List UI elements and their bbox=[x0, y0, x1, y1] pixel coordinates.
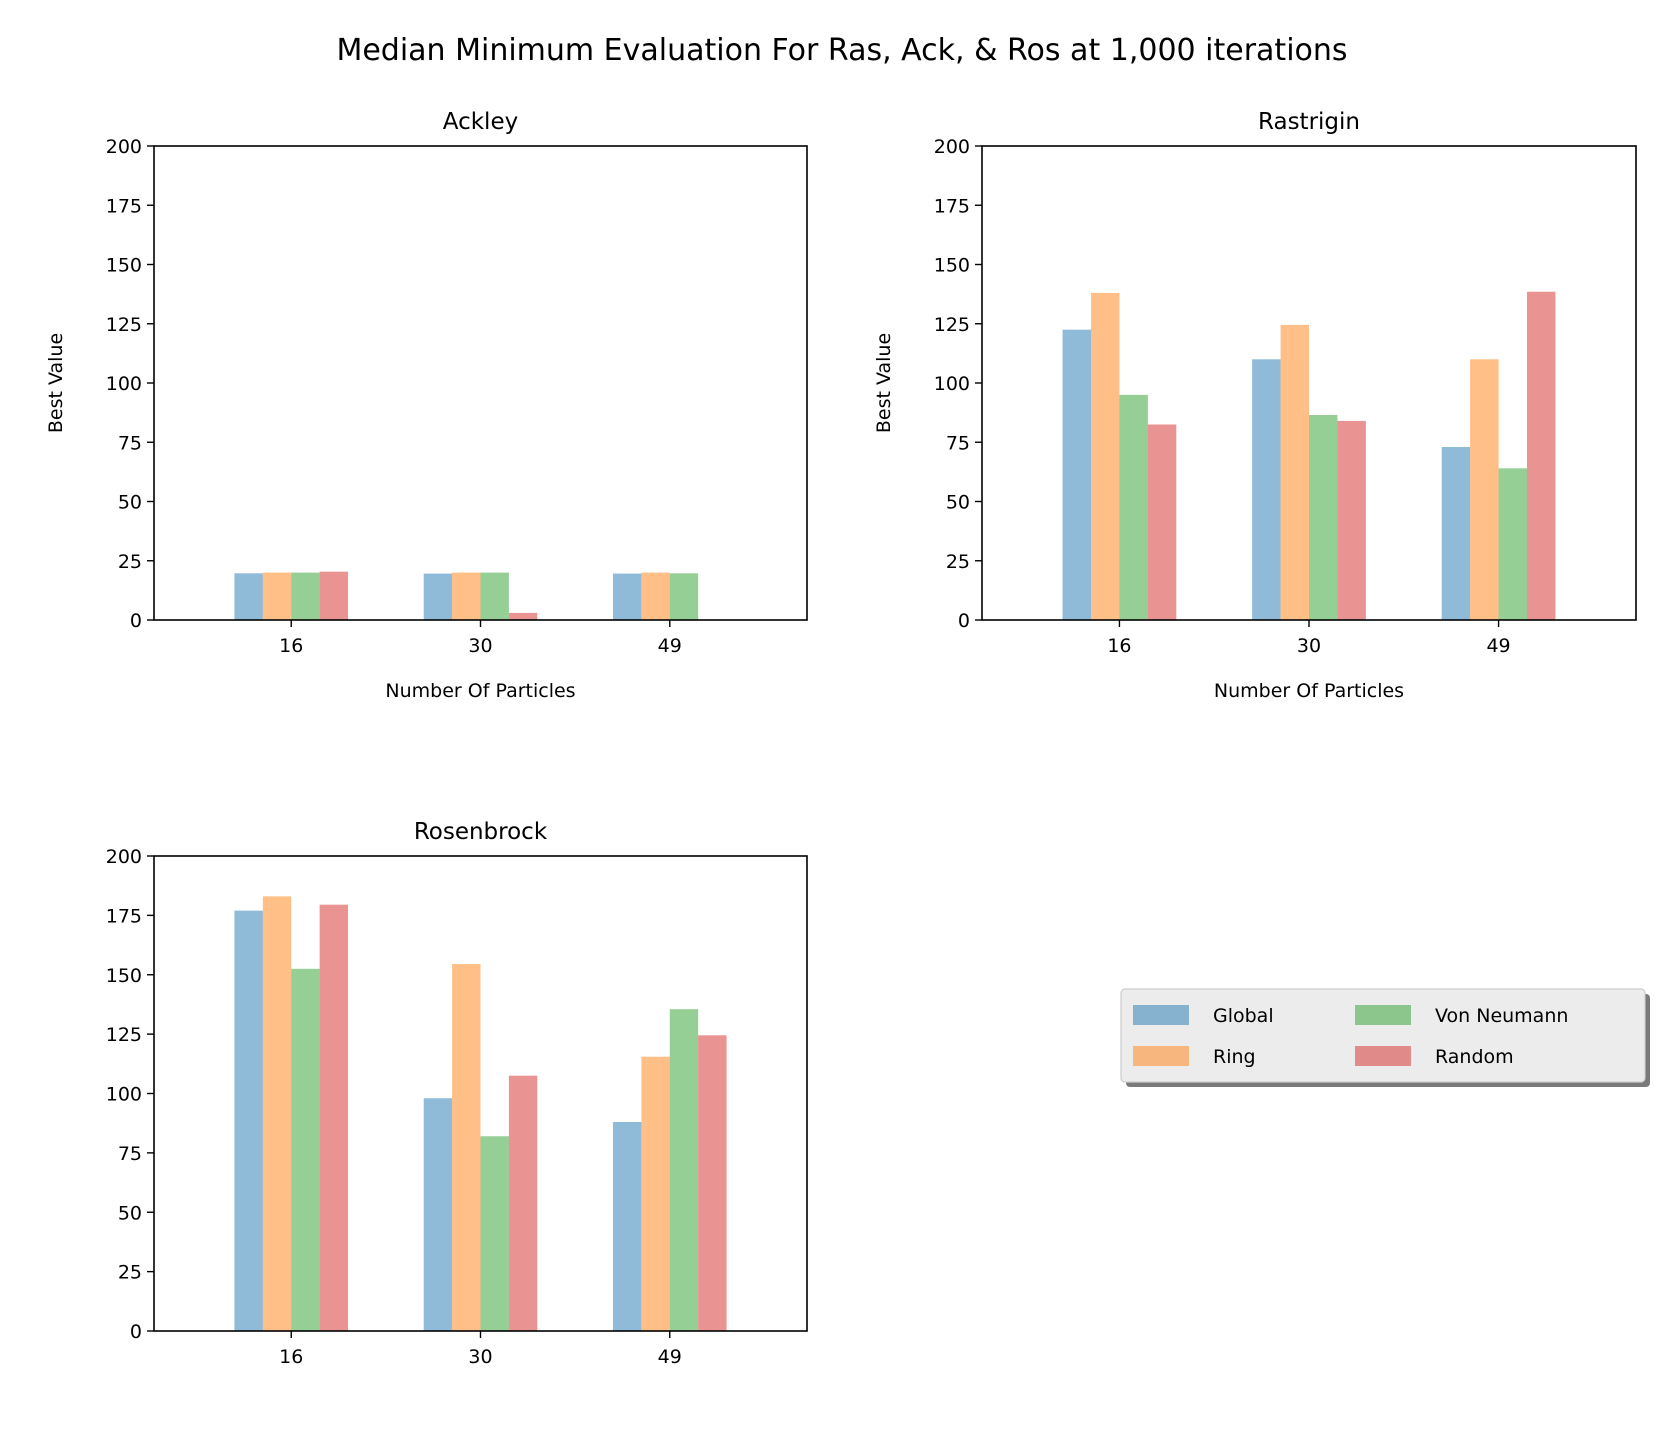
bar-global-16 bbox=[234, 573, 263, 620]
legend-label: Von Neumann bbox=[1435, 1005, 1568, 1027]
bar-global-49 bbox=[612, 1122, 642, 1331]
x-tick-label: 30 bbox=[468, 1346, 492, 1368]
y-tick-label: 0 bbox=[958, 610, 970, 632]
bar-ring-30 bbox=[452, 572, 481, 620]
y-tick-label: 100 bbox=[106, 1084, 142, 1106]
x-tick-label: 49 bbox=[658, 635, 682, 657]
y-tick-label: 125 bbox=[934, 314, 970, 336]
bar-von-neumann-16 bbox=[1119, 394, 1148, 620]
bar-von-neumann-16 bbox=[291, 572, 320, 620]
y-tick-label: 25 bbox=[118, 551, 142, 573]
legend: Global Ring Von Neumann Random bbox=[1120, 988, 1650, 1087]
y-tick-label: 125 bbox=[106, 1024, 142, 1046]
bar-ring-49 bbox=[641, 1056, 670, 1331]
bar-ring-30 bbox=[452, 964, 481, 1331]
y-tick-label: 200 bbox=[934, 136, 970, 158]
bar-ring-49 bbox=[1470, 359, 1499, 620]
y-tick-label: 175 bbox=[106, 905, 142, 927]
bar-von-neumann-49 bbox=[669, 573, 699, 620]
x-tick-label: 49 bbox=[658, 1346, 682, 1368]
subplot-title: Ackley bbox=[443, 109, 518, 135]
bar-ring-16 bbox=[262, 572, 292, 620]
legend-box bbox=[1120, 988, 1646, 1083]
y-axis-label: Best Value bbox=[873, 333, 895, 433]
y-tick-label: 100 bbox=[934, 373, 970, 395]
bar-von-neumann-30 bbox=[1309, 414, 1338, 620]
bar-global-49 bbox=[1441, 446, 1471, 620]
bar-global-30 bbox=[423, 1098, 453, 1331]
bar-random-30 bbox=[1337, 420, 1366, 620]
y-tick-label: 0 bbox=[130, 610, 142, 632]
bar-von-neumann-49 bbox=[1498, 468, 1527, 620]
y-tick-label: 50 bbox=[946, 492, 970, 514]
bar-ring-16 bbox=[262, 896, 292, 1331]
bar-global-30 bbox=[1252, 359, 1281, 620]
y-tick-label: 150 bbox=[934, 255, 970, 277]
bar-ring-49 bbox=[641, 572, 670, 620]
y-axis-label: Best Value bbox=[45, 333, 67, 433]
bar-global-16 bbox=[1062, 329, 1091, 620]
legend-swatch-random bbox=[1355, 1046, 1411, 1066]
y-tick-label: 75 bbox=[118, 1143, 142, 1165]
subplot-ackley: 0 25 50 75 100 125 150 175 200 16 30 49 Ackley Number… bbox=[45, 109, 808, 702]
figure-title: Median Minimum Evaluation For Ras, Ack, … bbox=[336, 33, 1347, 68]
bar-global-49 bbox=[612, 573, 642, 620]
legend-label: Random bbox=[1435, 1046, 1514, 1068]
legend-label: Global bbox=[1213, 1005, 1274, 1027]
subplot-title: Rosenbrock bbox=[414, 819, 548, 845]
bar-random-16 bbox=[319, 571, 349, 620]
subplot-rastrigin: 0 25 50 75 100 125 150 175 200 16 30 49 Rastrigin Num… bbox=[873, 109, 1637, 702]
y-tick-label: 150 bbox=[106, 965, 142, 987]
bar-random-49 bbox=[1527, 291, 1556, 620]
y-tick-label: 175 bbox=[934, 195, 970, 217]
legend-swatch-global bbox=[1133, 1005, 1189, 1025]
y-tick-label: 75 bbox=[118, 432, 142, 454]
subplot-rosenbrock: 0 25 50 75 100 125 150 175 200 16 30 49 Rosenbrock bbox=[106, 819, 808, 1368]
x-tick-label: 16 bbox=[279, 1346, 303, 1368]
y-tick-label: 150 bbox=[106, 255, 142, 277]
x-tick-label: 16 bbox=[279, 635, 303, 657]
x-tick-label: 30 bbox=[468, 635, 492, 657]
legend-swatch-von-neumann bbox=[1355, 1005, 1411, 1025]
y-tick-label: 75 bbox=[946, 432, 970, 454]
x-tick-label: 30 bbox=[1297, 635, 1321, 657]
y-tick-label: 125 bbox=[106, 314, 142, 336]
bar-von-neumann-16 bbox=[291, 968, 320, 1331]
bar-random-49 bbox=[698, 1035, 727, 1331]
x-axis-label: Number Of Particles bbox=[385, 680, 575, 702]
bar-random-30 bbox=[508, 612, 538, 620]
x-tick-label: 49 bbox=[1486, 635, 1510, 657]
legend-label: Ring bbox=[1213, 1046, 1256, 1068]
bar-global-16 bbox=[234, 910, 263, 1331]
legend-swatch-ring bbox=[1133, 1046, 1189, 1066]
bar-von-neumann-30 bbox=[480, 1136, 509, 1331]
y-tick-label: 100 bbox=[106, 373, 142, 395]
bar-von-neumann-30 bbox=[480, 572, 509, 620]
y-tick-label: 50 bbox=[118, 1202, 142, 1224]
bar-random-30 bbox=[508, 1075, 538, 1331]
y-tick-label: 200 bbox=[106, 136, 142, 158]
bar-random-16 bbox=[1147, 424, 1177, 620]
y-tick-label: 25 bbox=[946, 551, 970, 573]
x-tick-label: 16 bbox=[1107, 635, 1131, 657]
bar-global-30 bbox=[423, 573, 453, 620]
y-tick-label: 200 bbox=[106, 846, 142, 868]
y-tick-label: 50 bbox=[118, 492, 142, 514]
bar-ring-30 bbox=[1280, 324, 1309, 620]
y-tick-label: 0 bbox=[130, 1321, 142, 1343]
y-tick-label: 25 bbox=[118, 1262, 142, 1284]
x-axis-label: Number Of Particles bbox=[1214, 680, 1404, 702]
bar-von-neumann-49 bbox=[669, 1009, 699, 1331]
bar-ring-16 bbox=[1091, 292, 1120, 620]
subplot-title: Rastrigin bbox=[1258, 109, 1360, 135]
bar-random-16 bbox=[319, 904, 349, 1331]
y-tick-label: 175 bbox=[106, 195, 142, 217]
